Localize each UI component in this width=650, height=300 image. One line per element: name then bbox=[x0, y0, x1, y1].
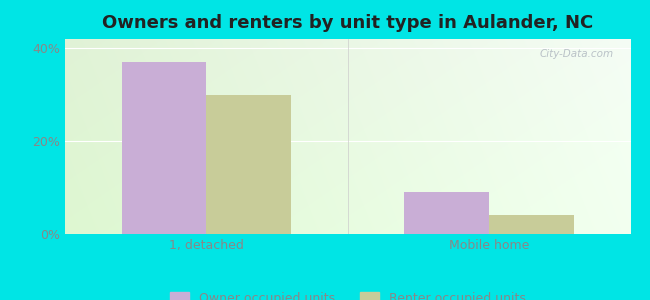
Text: City-Data.com: City-Data.com bbox=[540, 49, 614, 59]
Bar bbox=[207, 95, 291, 234]
Title: Owners and renters by unit type in Aulander, NC: Owners and renters by unit type in Aulan… bbox=[102, 14, 593, 32]
Bar bbox=[404, 192, 489, 234]
Bar bbox=[122, 62, 207, 234]
Legend: Owner occupied units, Renter occupied units: Owner occupied units, Renter occupied un… bbox=[165, 287, 530, 300]
Bar bbox=[489, 215, 574, 234]
